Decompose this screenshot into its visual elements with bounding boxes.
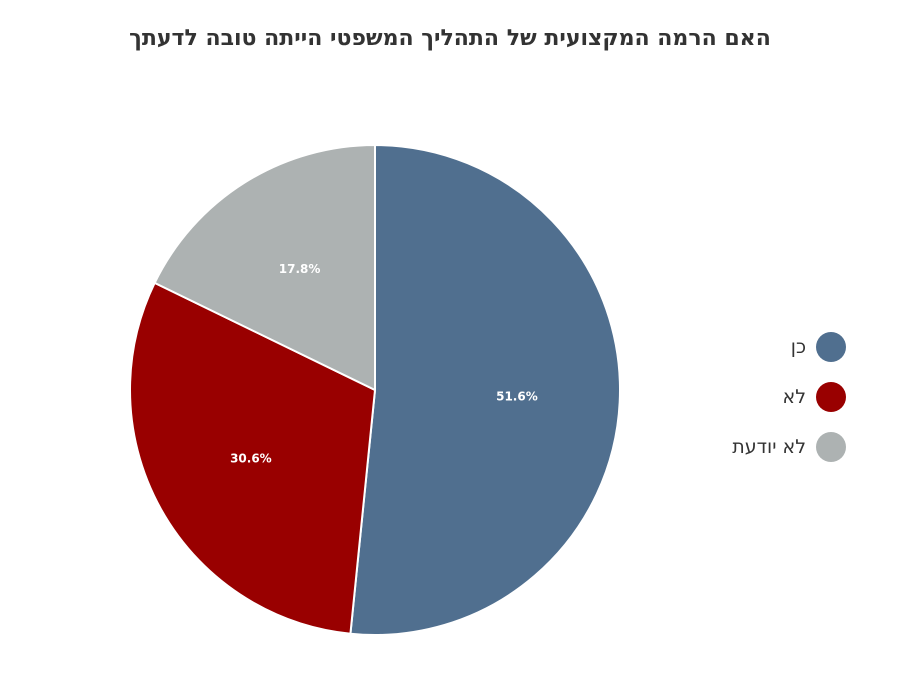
legend-swatch-dont-know (816, 432, 846, 462)
legend-swatch-yes (816, 332, 846, 362)
pie-label-dont-know: 17.8% (279, 262, 321, 276)
pie-label-yes: 51.6% (496, 390, 538, 404)
pie-slices (129, 144, 621, 636)
pie-slice-yes[interactable] (349, 144, 621, 636)
legend-item-yes[interactable]: כן (690, 322, 846, 372)
pie-slice-no[interactable] (129, 281, 376, 635)
legend-item-no[interactable]: לא (690, 372, 846, 422)
legend-label-yes: כן (790, 336, 806, 358)
legend-item-dont-know[interactable]: לא יודעת (690, 422, 846, 472)
pie-slice-labels: 51.6% 30.6% 17.8% (230, 262, 538, 466)
chart-title: האם הרמה המקצועית של התהליך המשפטי הייתה… (129, 26, 771, 51)
legend-swatch-no (816, 382, 846, 412)
legend-label-dont-know: לא יודעת (732, 436, 806, 458)
pie-label-no: 30.6% (230, 452, 272, 466)
legend-label-no: לא (782, 386, 807, 408)
pie-slice-dont-know[interactable] (153, 144, 376, 391)
legend: כן לא לא יודעת (690, 322, 846, 472)
